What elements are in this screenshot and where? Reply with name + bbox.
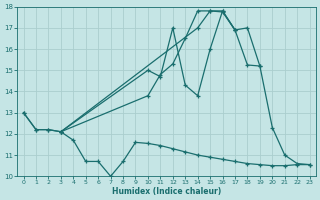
X-axis label: Humidex (Indice chaleur): Humidex (Indice chaleur)	[112, 187, 221, 196]
